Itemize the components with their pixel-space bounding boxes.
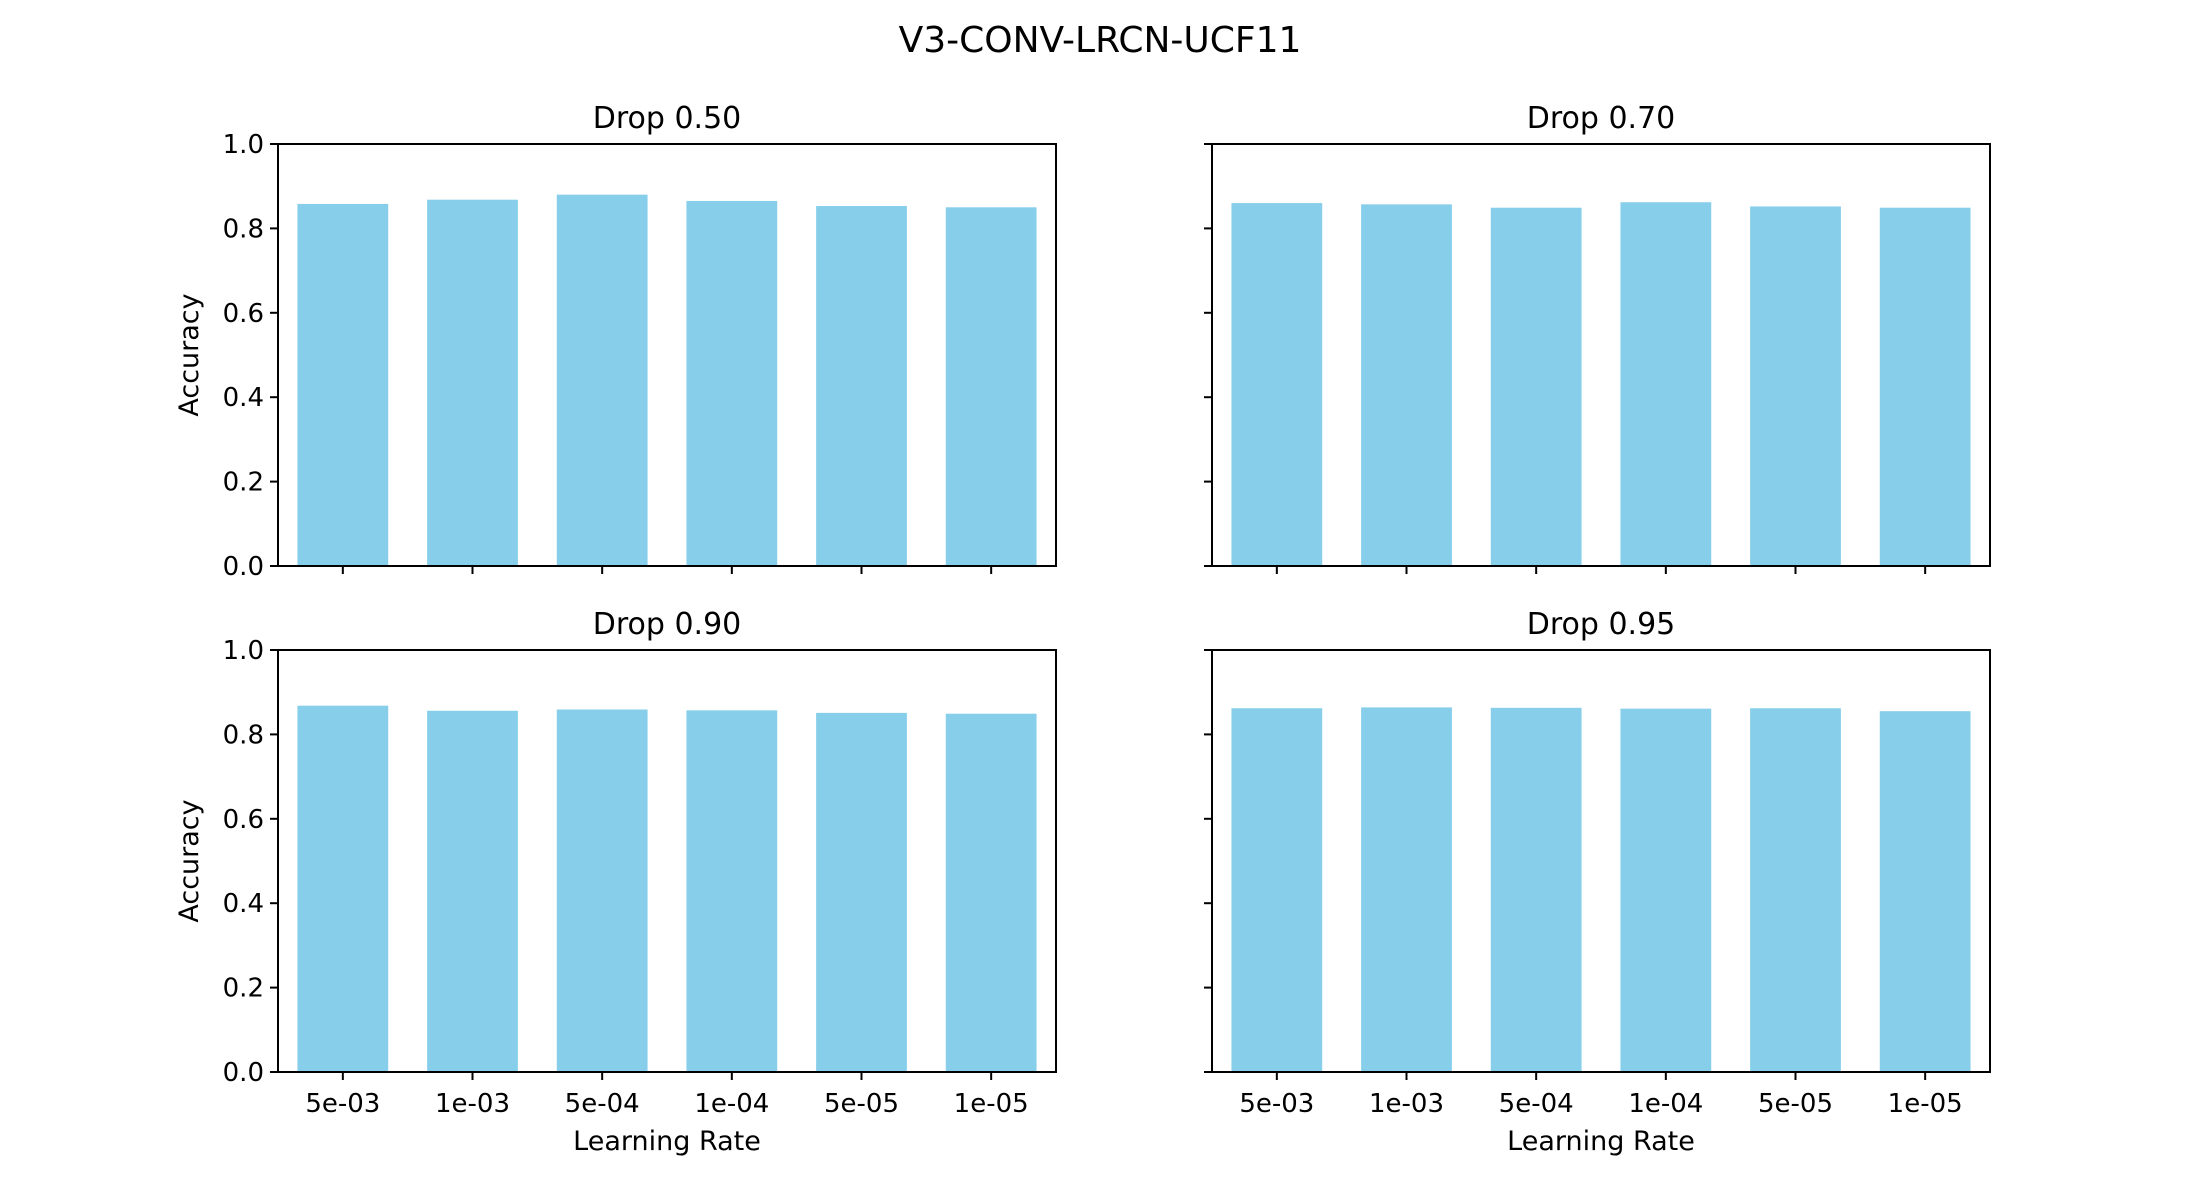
- bar-1e-03: [1361, 204, 1452, 566]
- axes-frame: [1211, 649, 1991, 1073]
- axes-frame: [1211, 143, 1991, 567]
- x-tick-label: 5e-04: [1499, 1089, 1574, 1119]
- x-tick-label: 5e-05: [824, 1089, 899, 1119]
- x-tick-label: 5e-05: [1758, 1089, 1833, 1119]
- y-tick-label: 0.2: [223, 468, 264, 498]
- y-tick-label: 0.6: [223, 805, 264, 835]
- y-tick-label: 1.0: [223, 130, 264, 160]
- bar-5e-05: [1750, 708, 1841, 1072]
- y-axis-label: Accuracy: [174, 799, 205, 922]
- bar-5e-04: [1490, 707, 1582, 1072]
- bar-5e-04: [556, 194, 648, 566]
- bar-1e-04: [686, 710, 778, 1072]
- bar-5e-04: [1490, 207, 1582, 566]
- bar-5e-03: [1231, 708, 1323, 1072]
- axes-frame: [277, 649, 1057, 1073]
- x-tick-label: 1e-04: [694, 1089, 769, 1119]
- bar-1e-05: [945, 713, 1037, 1072]
- y-tick-label: 1.0: [223, 636, 264, 666]
- y-tick-label: 0.8: [223, 214, 264, 244]
- bar-1e-03: [1361, 707, 1452, 1072]
- x-axis-label: Learning Rate: [1507, 1126, 1695, 1157]
- y-tick-label: 0.0: [223, 1058, 264, 1088]
- bar-1e-03: [427, 710, 518, 1072]
- bar-1e-05: [1879, 207, 1971, 566]
- y-tick-label: 0.6: [223, 299, 264, 329]
- figure-title: V3-CONV-LRCN-UCF11: [899, 20, 1302, 61]
- y-tick-label: 0.8: [223, 720, 264, 750]
- subplot-title: Drop 0.50: [593, 101, 742, 136]
- y-tick-label: 0.0: [223, 552, 264, 582]
- x-tick-label: 5e-03: [305, 1089, 380, 1119]
- x-tick-label: 1e-05: [1888, 1089, 1963, 1119]
- bar-5e-05: [816, 712, 907, 1072]
- subplot-2: Drop 0.70: [1204, 101, 1991, 574]
- y-tick-label: 0.4: [223, 383, 264, 413]
- subplot-grid: Drop 0.500.00.20.40.60.81.0AccuracyDrop …: [174, 101, 1991, 1157]
- y-axis-label: Accuracy: [174, 293, 205, 416]
- y-tick-label: 0.2: [223, 974, 264, 1004]
- bar-5e-05: [816, 206, 907, 566]
- bar-1e-04: [686, 200, 778, 566]
- x-axis-label: Learning Rate: [573, 1126, 761, 1157]
- subplot-title: Drop 0.90: [593, 607, 742, 642]
- subplot-1: Drop 0.50 0.0 0.2 0.4 0.6 0.8 1.0 Accuracy: [174, 101, 1057, 582]
- x-tick-label: 5e-04: [565, 1089, 640, 1119]
- subplot-title: Drop 0.95: [1527, 607, 1676, 642]
- x-tick-label: 1e-03: [1369, 1089, 1444, 1119]
- bar-5e-04: [556, 709, 648, 1072]
- x-tick-label: 1e-05: [954, 1089, 1029, 1119]
- bar-5e-05: [1750, 206, 1841, 566]
- bar-5e-03: [1231, 203, 1323, 566]
- bar-5e-03: [297, 705, 389, 1072]
- x-tick-label: 1e-03: [435, 1089, 510, 1119]
- axes-frame: [277, 143, 1057, 567]
- subplot-3: Drop 0.90 0.0 0.2 0.4 0.6 0.8 1.0 5e-03 1e-03 5e-…: [174, 607, 1057, 1157]
- x-tick-label: 1e-04: [1628, 1089, 1703, 1119]
- x-tick-label: 5e-03: [1239, 1089, 1314, 1119]
- bar-1e-04: [1620, 708, 1712, 1072]
- subplot-4: Drop 0.95 5e-03 1e-03 5e-04 1e-04 5e-05 1e-05 L…: [1204, 607, 1991, 1157]
- y-tick-label: 0.4: [223, 889, 264, 919]
- bar-1e-05: [1879, 711, 1971, 1072]
- subplot-title: Drop 0.70: [1527, 101, 1676, 136]
- bar-1e-04: [1620, 202, 1712, 567]
- bar-1e-03: [427, 199, 518, 566]
- bar-5e-03: [297, 203, 389, 567]
- bar-1e-05: [945, 207, 1037, 567]
